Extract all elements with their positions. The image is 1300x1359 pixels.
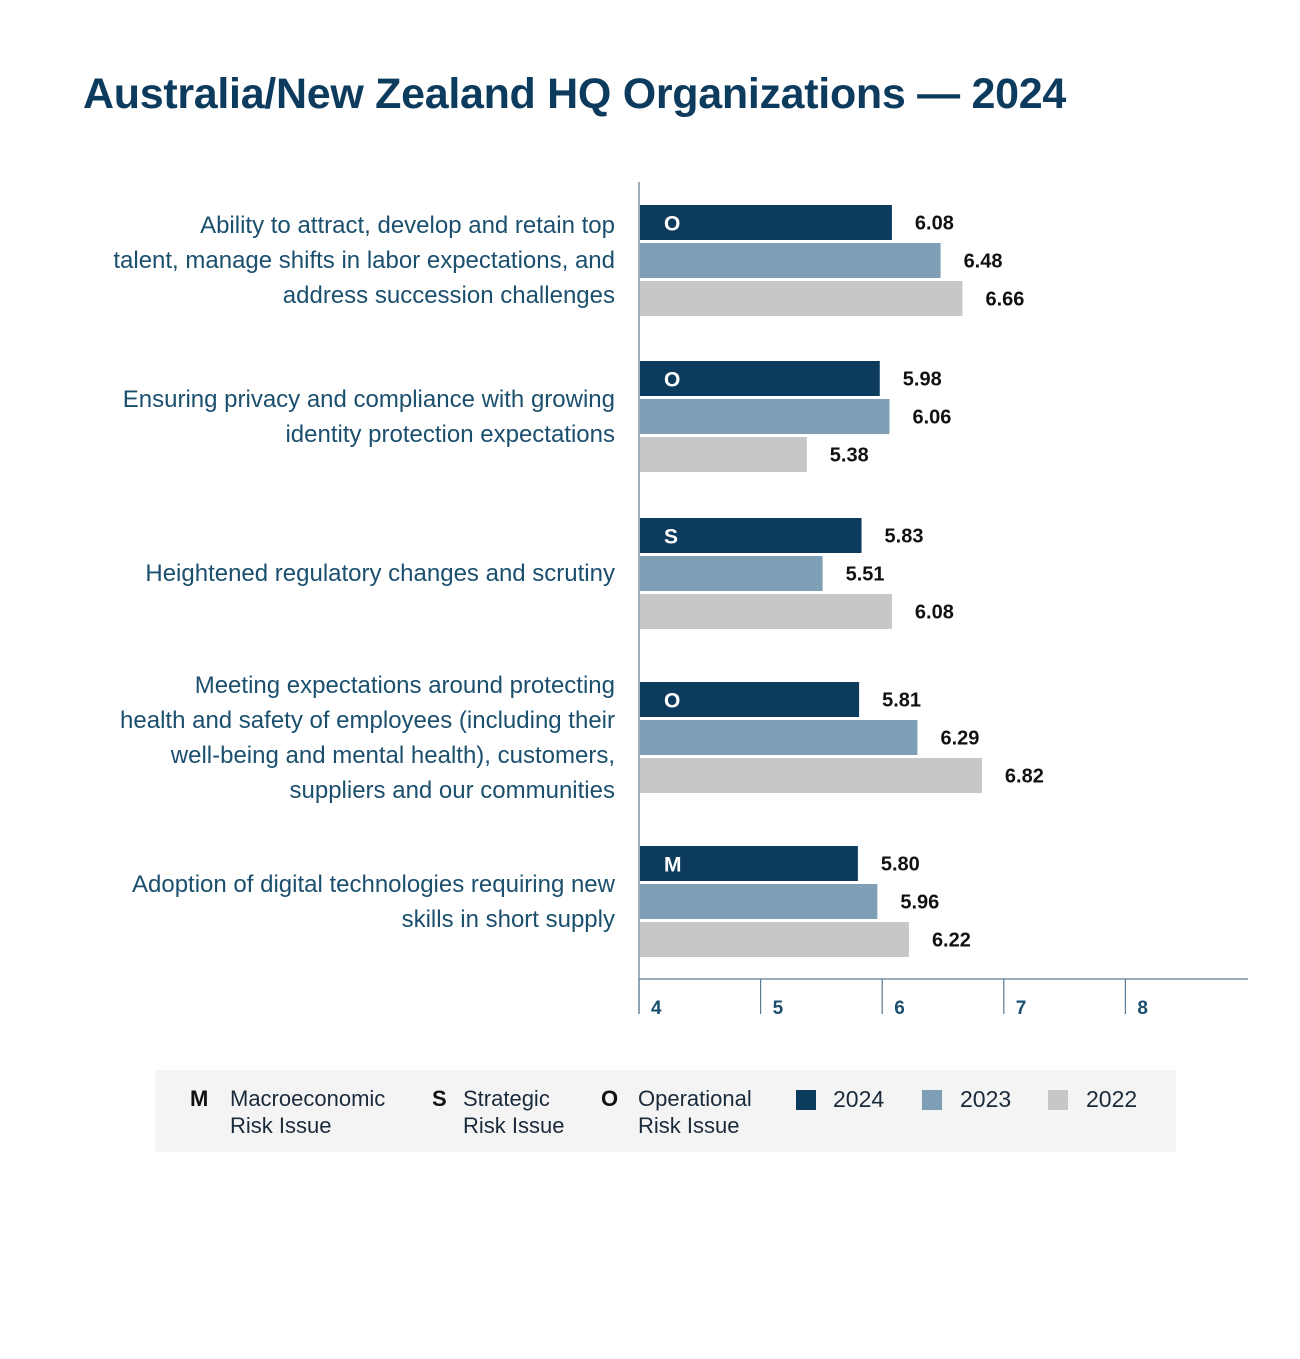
risk-code-cat5: M [664, 854, 682, 877]
category-label-2-line-1: Ensuring privacy and compliance with gro… [122, 385, 615, 413]
value-label-2023-cat4: 6.29 [940, 728, 979, 750]
bar-2022-cat5 [640, 922, 909, 957]
value-label-2022-cat3: 6.08 [915, 602, 954, 624]
value-label-2022-cat5: 6.22 [932, 930, 971, 952]
bar-2023-cat4 [640, 720, 918, 755]
value-label-2023-cat1: 6.48 [964, 251, 1003, 273]
legend-operational-line1: Operational [638, 1086, 752, 1111]
category-label-2: Ensuring privacy and compliance with gro… [123, 382, 615, 452]
legend-item-macro: Macroeconomic Risk Issue [230, 1085, 385, 1139]
x-tick-label-6: 6 [894, 998, 905, 1019]
risk-code-cat4: O [664, 690, 680, 713]
legend-macro-line2: Risk Issue [230, 1113, 332, 1138]
legend-macro-line1: Macroeconomic [230, 1086, 386, 1111]
value-label-2023-cat2: 6.06 [912, 407, 951, 429]
value-label-2023-cat3: 5.51 [846, 564, 885, 586]
bar-2024-cat3 [640, 518, 862, 553]
category-label-2-line-2: identity protection expectations [285, 420, 615, 448]
legend-swatch-2024 [796, 1090, 816, 1110]
legend-item-operational: Operational Risk Issue [638, 1085, 752, 1139]
legend: M Macroeconomic Risk Issue S Strategic R… [155, 1070, 1176, 1152]
legend-code-strategic: S [432, 1086, 447, 1111]
category-label-5-line-2: skills in short supply [401, 905, 615, 933]
category-label-3: Heightened regulatory changes and scruti… [145, 556, 615, 591]
category-label-4: Meeting expectations around protecting he… [120, 668, 615, 808]
value-label-2023-cat5: 5.96 [900, 892, 939, 914]
category-label-4-line-2: health and safety of employees (includin… [120, 706, 615, 734]
legend-strategic-line1: Strategic [463, 1086, 550, 1111]
bar-2022-cat1 [640, 281, 963, 316]
category-label-3-line-1: Heightened regulatory changes and scruti… [145, 560, 615, 587]
risk-code-cat1: O [664, 213, 680, 236]
legend-year-2023: 2023 [960, 1086, 1012, 1112]
risk-code-cat3: S [664, 526, 678, 549]
value-label-2022-cat1: 6.66 [985, 289, 1024, 311]
value-label-2024-cat5: 5.80 [881, 854, 920, 876]
risk-code-cat2: O [664, 369, 680, 392]
legend-year-2022: 2022 [1086, 1086, 1138, 1112]
value-label-2024-cat3: 5.83 [885, 526, 924, 548]
legend-code-macro: M [190, 1086, 209, 1111]
legend-operational-line2: Risk Issue [638, 1113, 740, 1138]
legend-swatch-2022 [1048, 1090, 1068, 1110]
category-label-4-line-1: Meeting expectations around protecting [194, 671, 615, 699]
legend-item-strategic: Strategic Risk Issue [463, 1085, 564, 1139]
bar-2023-cat1 [640, 243, 941, 278]
bar-chart: 4 5 6 7 8 6.08 5.98 5.83 5.81 5.80 6.48 6.06 5.51 6.2… [638, 182, 1248, 1019]
legend-swatch-2023 [922, 1090, 942, 1110]
x-tick-label-4: 4 [651, 998, 662, 1019]
bar-2023-cat3 [640, 556, 823, 591]
x-tick-label-7: 7 [1016, 998, 1027, 1019]
legend-strategic-line2: Risk Issue [463, 1113, 565, 1138]
bar-2024-cat4 [640, 682, 860, 717]
bar-2024-cat1 [640, 205, 892, 240]
category-label-4-line-4: suppliers and our communities [289, 776, 616, 804]
value-label-2024-cat2: 5.98 [903, 369, 942, 391]
legend-code-operational: O [601, 1086, 619, 1111]
category-label-1: Ability to attract, develop and retain t… [113, 208, 615, 313]
x-tick-label-5: 5 [773, 998, 784, 1019]
category-label-1-line-1: Ability to attract, develop and retain t… [200, 212, 615, 239]
bar-2023-cat2 [640, 399, 890, 434]
value-label-2022-cat4: 6.82 [1005, 766, 1044, 788]
bar-2023-cat5 [640, 884, 878, 919]
bar-2022-cat3 [640, 594, 892, 629]
bar-2022-cat4 [640, 758, 982, 793]
category-label-5-line-1: Adoption of digital technologies requiri… [132, 870, 615, 898]
bar-2024-cat2 [640, 361, 880, 396]
category-label-1-line-3: address succession challenges [282, 282, 615, 309]
value-label-2022-cat2: 5.38 [830, 445, 869, 467]
value-label-2024-cat4: 5.81 [882, 690, 921, 712]
x-tick-label-8: 8 [1137, 998, 1148, 1019]
category-label-1-line-2: talent, manage shifts in labor expectati… [113, 247, 615, 274]
category-label-5: Adoption of digital technologies requiri… [132, 867, 615, 937]
chart-title: Australia/New Zealand HQ Organizations —… [83, 70, 1066, 118]
value-label-2024-cat1: 6.08 [915, 213, 954, 235]
bar-2024-cat5 [640, 846, 858, 881]
legend-year-2024: 2024 [833, 1086, 885, 1112]
bar-2022-cat2 [640, 437, 807, 472]
category-label-4-line-3: well-being and mental health), customers… [170, 741, 615, 769]
